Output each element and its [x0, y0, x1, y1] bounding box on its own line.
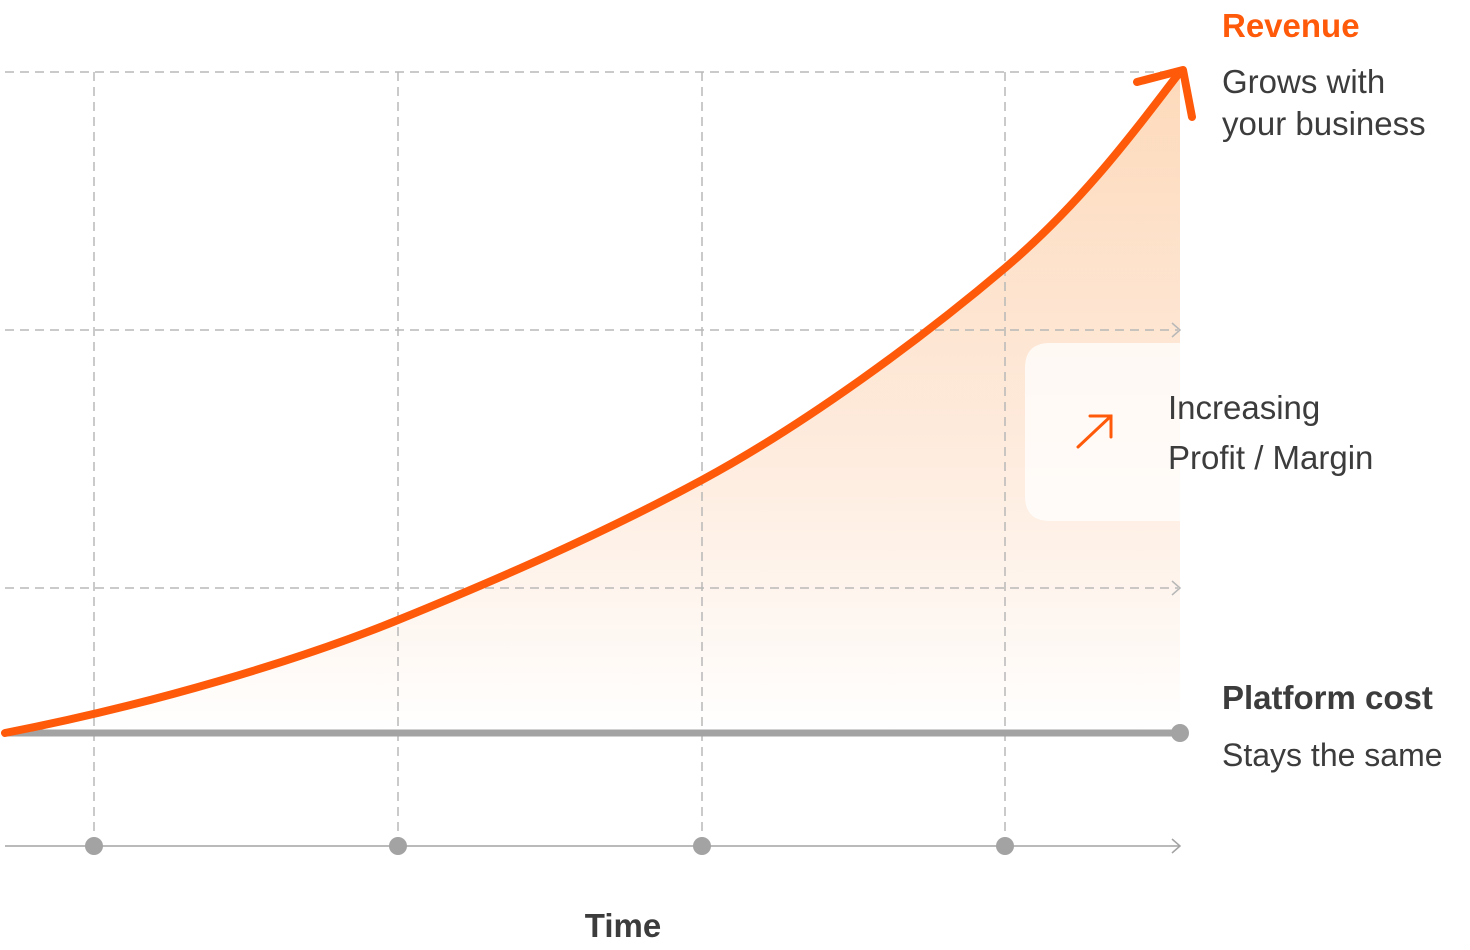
- profit-area: [5, 72, 1180, 733]
- x-axis-label: Time: [585, 907, 661, 944]
- platform-cost-dot: [1171, 724, 1189, 742]
- profit-icon: [1076, 414, 1113, 449]
- profit-box: [1025, 343, 1180, 521]
- revenue-arrowhead: [1133, 66, 1196, 121]
- revenue-label: Revenue: [1222, 7, 1360, 44]
- platform-cost-label: Platform cost: [1222, 679, 1433, 716]
- revenue-curve: [1, 68, 1184, 737]
- profit-label: Profit / Margin: [1168, 439, 1373, 476]
- profit-label: Increasing: [1168, 389, 1320, 426]
- revenue-description: Grows with: [1222, 63, 1385, 100]
- revenue-description: your business: [1222, 105, 1426, 142]
- time-axis: [5, 837, 1182, 855]
- platform-cost-description: Stays the same: [1222, 737, 1443, 773]
